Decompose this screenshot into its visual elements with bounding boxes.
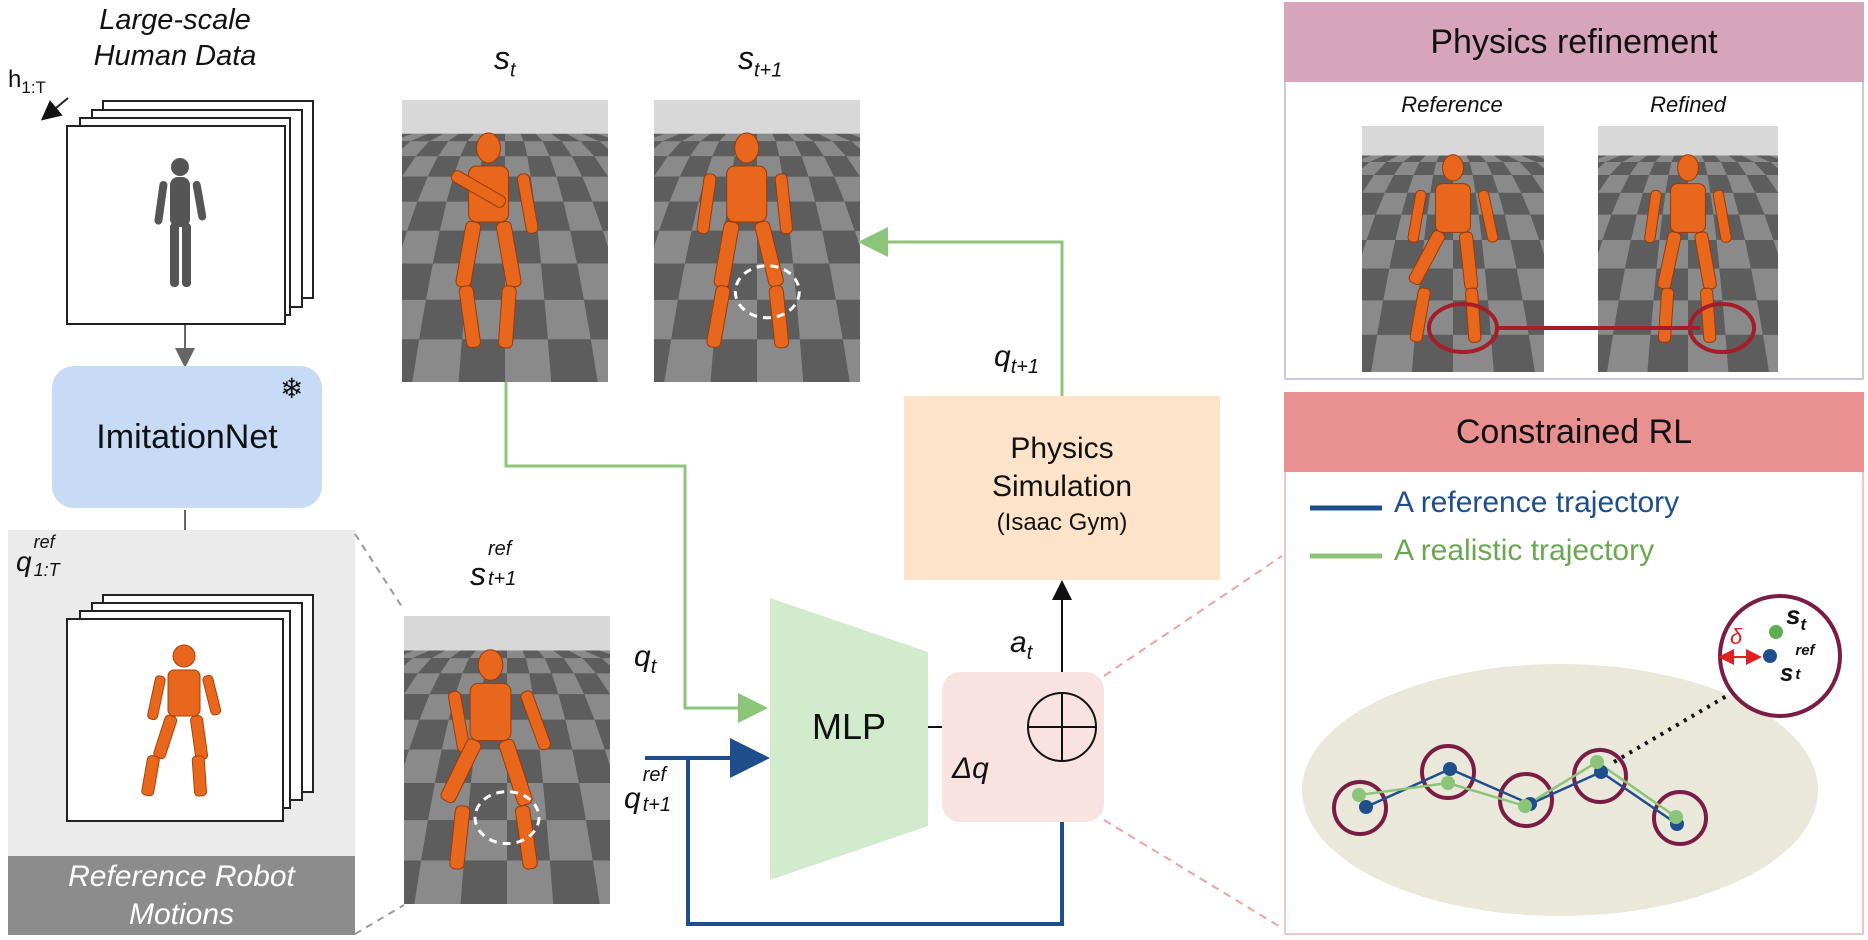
sim-scene <box>654 100 860 382</box>
reference-motions-caption: Reference Robot Motions <box>8 858 355 934</box>
reference-caption: Reference <box>1401 92 1503 117</box>
dashed-connector-top <box>354 533 405 611</box>
constraint-circle-3 <box>1498 772 1554 828</box>
constraint-circle-2 <box>1420 744 1476 800</box>
human-stack-card-1 <box>66 125 286 325</box>
dashed-pink-bottom <box>1103 819 1283 929</box>
reference-motions-caption-bg: Reference Robot Motions <box>8 856 355 935</box>
human-data-title: Large-scale Human Data <box>60 2 290 74</box>
frame-s-t <box>402 100 608 382</box>
sum-circle-icon <box>1027 692 1097 762</box>
refined-foot-circle <box>1688 302 1756 354</box>
robot-figure <box>1407 154 1499 343</box>
refined-caption: Refined <box>1650 92 1726 117</box>
foot-highlight-circle <box>733 264 801 320</box>
robot-figure <box>450 132 539 349</box>
q-next-label: qt+1 <box>994 340 1040 378</box>
s-ref-label: s ref t+1 <box>470 538 517 592</box>
sim-scene <box>402 100 608 382</box>
reference-foot-circle <box>1427 302 1499 354</box>
s-t-label: st <box>494 40 516 82</box>
zoom-sref-label: s ref t <box>1780 642 1815 687</box>
a-t-label: at <box>1010 626 1033 664</box>
zoom-realistic-point <box>1769 625 1783 639</box>
green-arrow-sim-to-st1 <box>858 227 1064 396</box>
snowflake-icon: ❄ <box>280 373 304 404</box>
mlp-label: MLP <box>811 706 887 747</box>
constrained-rl-title: Constrained RL <box>1284 392 1864 472</box>
sim-label-line1: Physics <box>1010 432 1114 465</box>
robot-figure-icon <box>141 644 222 797</box>
frame-s-ref <box>404 616 610 904</box>
frame-s-t1 <box>654 100 860 382</box>
blue-arrow-qref-to-plus <box>686 758 1082 926</box>
mlp-block <box>770 598 928 880</box>
reference-motions-caption-line1: Reference Robot <box>68 860 295 893</box>
legend-reference-label: A reference trajectory <box>1394 486 1680 519</box>
zoom-reference-point <box>1763 649 1777 663</box>
dashed-pink-top <box>1103 555 1283 677</box>
robot-stack-card-1 <box>66 618 284 822</box>
zoom-st-label: st <box>1786 600 1807 635</box>
robot-figure <box>440 649 552 870</box>
constraint-circle-1 <box>1332 780 1388 836</box>
imitationnet-block: ❄ ImitationNet <box>52 366 322 508</box>
green-arrow-st-to-mlp <box>504 382 768 723</box>
qref-label: q ref 1:T <box>16 532 60 580</box>
constraint-circle-5 <box>1652 790 1708 846</box>
human-data-title-line1: Large-scale <box>99 4 251 36</box>
reference-motions-caption-line2: Motions <box>128 898 235 931</box>
sim-scene <box>404 616 610 904</box>
sim-label-line2: Simulation <box>991 470 1133 503</box>
s-t1-label: st+1 <box>738 40 783 82</box>
physics-simulation-block: Physics Simulation (Isaac Gym) <box>904 396 1220 580</box>
legend-realistic-label: A realistic trajectory <box>1394 534 1655 567</box>
imitationnet-label: ImitationNet <box>96 418 278 456</box>
human-data-title-line2: Human Data <box>93 40 257 72</box>
h-pointer <box>40 97 69 121</box>
q-ref-next-label: q ref t+1 <box>624 764 672 816</box>
sim-scene <box>1362 126 1544 372</box>
delta-q-label: Δq <box>952 752 989 785</box>
dashed-connector-bottom <box>354 904 405 935</box>
q-t-label: qt <box>634 640 657 678</box>
human-figure-icon <box>154 158 207 287</box>
h-label: h1:T <box>8 66 46 97</box>
frame-reference <box>1362 126 1544 372</box>
sim-label-line3: (Isaac Gym) <box>996 509 1128 536</box>
foot-highlight-circle <box>473 790 541 846</box>
delta-label: δ <box>1730 624 1743 649</box>
physics-refinement-title: Physics refinement <box>1284 2 1864 82</box>
